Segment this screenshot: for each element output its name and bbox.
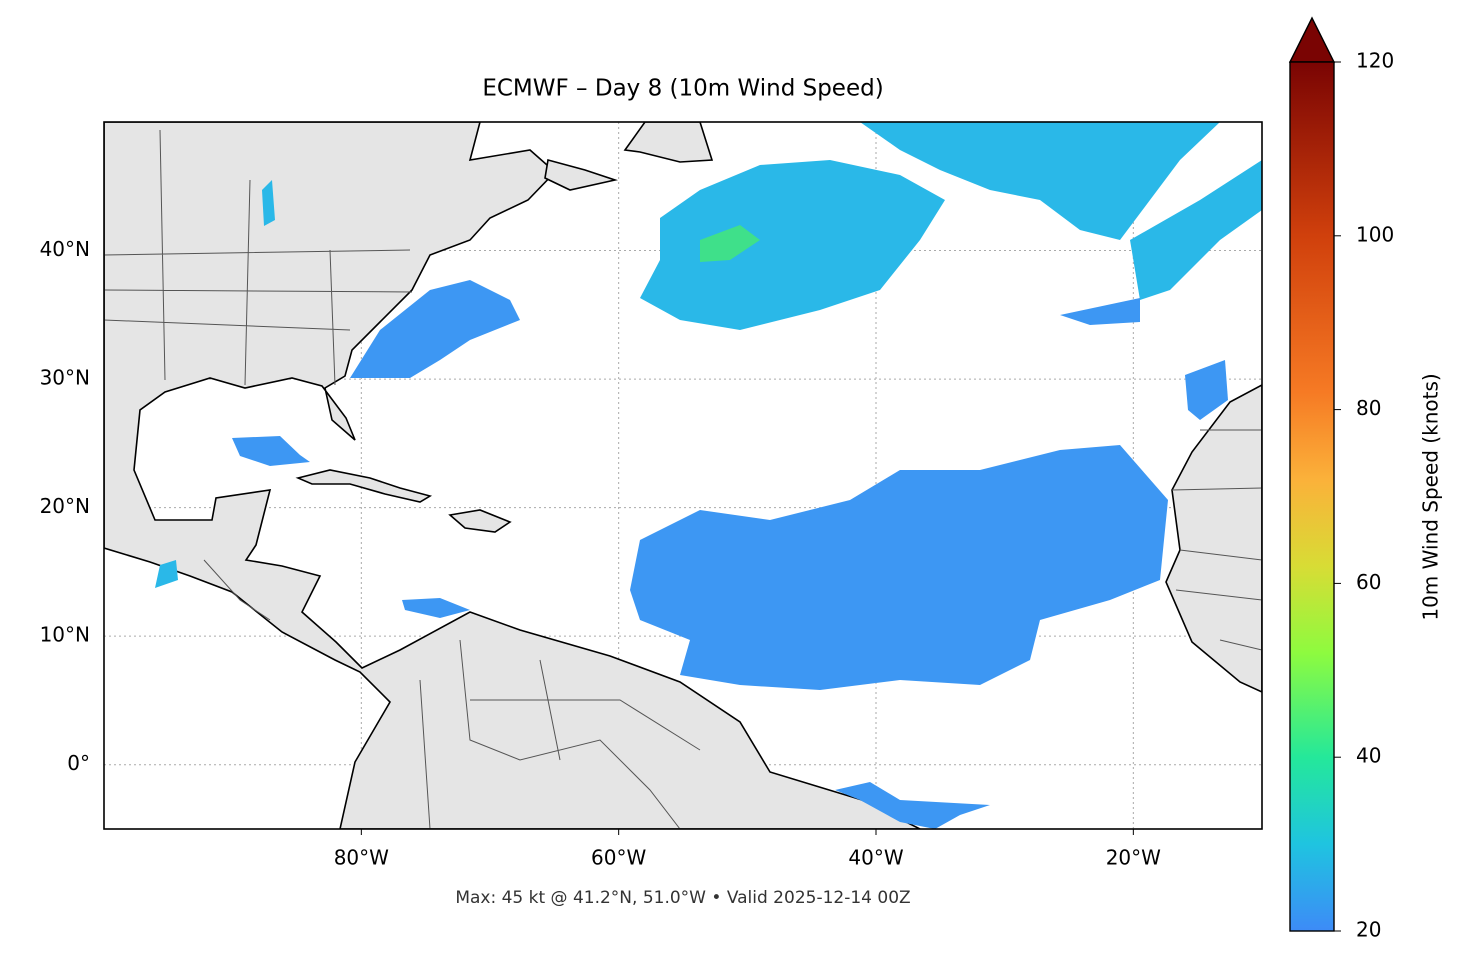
greenland-coast <box>623 122 714 163</box>
colorbar-label: 10m Wind Speed (knots) <box>1419 373 1443 620</box>
wind-area <box>350 280 520 378</box>
wind-area <box>1130 160 1262 300</box>
colorbar: 10m Wind Speed (knots) 20 40 60 80 100 120 <box>1288 16 1443 942</box>
africa-borders <box>1171 429 1262 651</box>
wind-area <box>402 598 470 618</box>
wind-area <box>640 160 945 330</box>
colorbar-extend <box>1288 16 1336 63</box>
x-tick-label: 60°W <box>591 846 646 870</box>
y-tick-label: 10°N <box>40 623 90 647</box>
y-tick-label: 30°N <box>40 366 90 390</box>
hispaniola <box>448 509 512 533</box>
wind-area <box>1185 360 1228 420</box>
wind-area <box>835 782 990 829</box>
y-tick-label: 40°N <box>40 237 90 261</box>
colorbar-tick-label: 80 <box>1356 396 1381 420</box>
wind-area <box>232 436 310 466</box>
colorbar-tick-label: 20 <box>1356 918 1381 942</box>
x-tick-label: 20°W <box>1106 846 1161 870</box>
x-tick-label: 80°W <box>334 846 389 870</box>
africa <box>1165 384 1262 693</box>
y-tick-label: 0° <box>67 751 90 775</box>
newfoundland <box>544 158 618 191</box>
cuba <box>295 469 433 503</box>
y-tick-label: 20°N <box>40 494 90 518</box>
x-tick-label: 40°W <box>848 846 903 870</box>
wind-area <box>630 445 1168 690</box>
wind-area <box>1060 298 1140 325</box>
colorbar-tick-label: 120 <box>1356 49 1394 73</box>
colorbar-tick-label: 40 <box>1356 744 1381 768</box>
map-frame <box>103 121 1263 830</box>
colorbar-tick-label: 60 <box>1356 570 1381 594</box>
map-title: ECMWF – Day 8 (10m Wind Speed) <box>482 76 883 102</box>
wind-core <box>700 225 760 262</box>
americas <box>104 122 921 829</box>
footer-note: Max: 45 kt @ 41.2°N, 51.0°W • Valid 2025… <box>455 888 910 908</box>
colorbar-scale <box>1289 61 1335 932</box>
map-body <box>104 122 1262 829</box>
wind-area <box>860 122 1220 240</box>
borders <box>104 129 701 829</box>
colorbar-tick-label: 100 <box>1356 222 1394 246</box>
